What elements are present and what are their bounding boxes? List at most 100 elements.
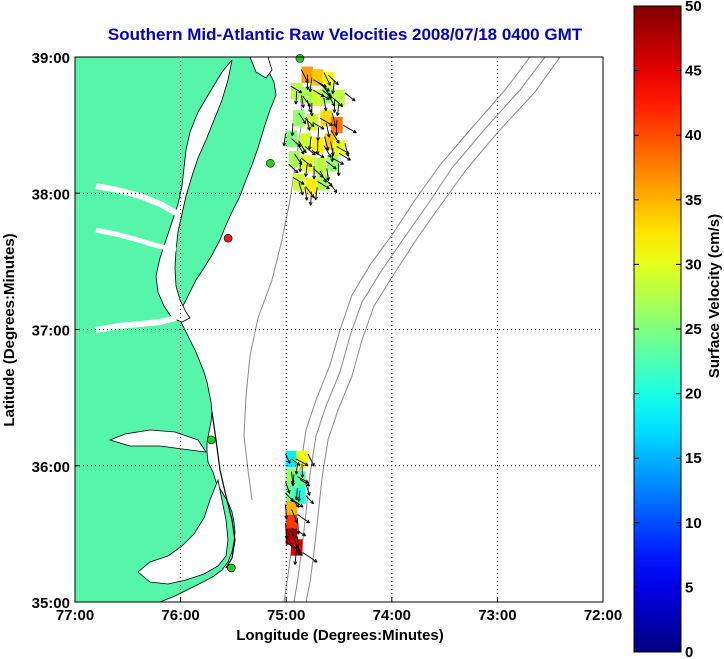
velocity-arrowhead	[299, 89, 303, 94]
velocity-arrowhead	[300, 151, 305, 155]
station-marker	[266, 158, 275, 168]
velocity-arrow	[310, 191, 312, 206]
velocity-arrow	[344, 92, 356, 102]
velocity-arrowhead	[308, 201, 311, 206]
velocity-arrow	[304, 117, 315, 128]
y-tick-label: 39:00	[32, 50, 70, 67]
velocity-arrow	[295, 463, 298, 475]
velocity-arrow	[291, 123, 294, 136]
velocity-arrowhead	[326, 134, 330, 138]
chart-title: Southern Mid-Atlantic Raw Velocities 200…	[108, 25, 583, 44]
velocity-arrow	[291, 531, 299, 549]
velocity-cell	[288, 151, 301, 168]
velocity-cell	[285, 514, 298, 532]
x-tick-label: 74:00	[373, 607, 411, 624]
velocity-arrowhead	[311, 112, 314, 117]
velocity-arrowhead	[282, 142, 285, 147]
velocity-arrowhead	[295, 100, 299, 105]
velocity-arrowhead	[334, 83, 339, 86]
station-marker	[295, 54, 305, 63]
barrier-islands	[211, 411, 236, 569]
velocity-arrow	[322, 84, 331, 97]
velocity-arrowhead	[298, 530, 301, 535]
velocity-arrowhead	[307, 519, 310, 524]
velocity-arrow	[305, 484, 311, 496]
velocity-arrow	[291, 509, 298, 524]
velocity-arrowhead	[302, 150, 307, 154]
velocity-arrowhead	[330, 122, 334, 126]
colorbar: 0 5 10 15 20 25 30 35 40 45 50 Surface Velocity (c…	[633, 0, 723, 659]
velocity-arrowhead	[297, 503, 300, 508]
velocity-arrow	[305, 163, 308, 177]
colorbar-tick-label: 30	[685, 256, 702, 273]
y-tick-label: 37:00	[32, 323, 70, 340]
velocity-arrowhead	[315, 196, 318, 201]
velocity-arrow	[344, 143, 349, 157]
river-potomac	[95, 183, 180, 217]
velocity-arrowhead	[326, 177, 329, 181]
velocity-arrowhead	[310, 125, 315, 128]
velocity-arrowhead	[286, 490, 290, 494]
velocity-arrowhead	[283, 142, 287, 147]
velocity-cell	[314, 157, 326, 175]
velocity-arrow	[291, 138, 302, 148]
velocity-arrowhead	[294, 496, 297, 501]
velocity-arrowhead	[303, 104, 305, 108]
velocity-arrow	[300, 95, 304, 108]
velocity-arrowhead	[299, 168, 303, 173]
velocity-arrowhead	[335, 189, 338, 193]
velocity-arrowhead	[306, 492, 311, 496]
velocity-arrowhead	[321, 125, 325, 130]
velocity-arrow	[291, 458, 301, 466]
y-tick-label: 38:00	[32, 186, 70, 203]
x-tick-label: 73:00	[478, 607, 516, 624]
velocity-arrowhead	[295, 505, 300, 508]
velocity-arrow	[304, 146, 316, 156]
velocity-arrowhead	[310, 202, 313, 206]
velocity-cell	[320, 110, 333, 127]
river-rappahannock	[95, 227, 177, 253]
velocity-arrowhead	[335, 112, 338, 116]
velocity-arrowhead	[336, 132, 339, 136]
velocity-arrow	[301, 157, 313, 167]
velocity-arrowhead	[317, 151, 320, 155]
velocity-cell	[296, 450, 308, 468]
velocity-arrowhead	[301, 181, 305, 185]
velocity-arrow	[323, 145, 332, 158]
velocity-arrowhead	[331, 90, 334, 94]
velocity-arrowhead	[296, 551, 300, 555]
colorbar-tick-label: 45	[685, 63, 702, 80]
colorbar-tick-label: 10	[685, 515, 702, 532]
velocity-arrow	[297, 517, 299, 535]
velocity-arrow	[313, 167, 324, 178]
velocity-arrowhead	[296, 530, 299, 535]
velocity-cell	[285, 130, 298, 147]
velocity-arrowhead	[308, 165, 313, 168]
velocity-arrowhead	[290, 132, 293, 136]
x-tick-label: 75:00	[267, 607, 305, 624]
velocity-arrow	[309, 136, 312, 150]
y-tick-label: 35:00	[32, 595, 70, 612]
velocity-arrowhead	[327, 96, 330, 100]
velocity-arrow	[305, 495, 314, 505]
velocity-arrowhead	[306, 479, 309, 483]
velocity-arrowhead	[298, 168, 301, 173]
velocity-arrowhead	[307, 482, 311, 486]
velocity-arrowhead	[294, 100, 297, 105]
velocity-arrowhead	[351, 99, 356, 102]
velocity-arrow	[325, 160, 337, 170]
colorbar-tick-label: 0	[685, 644, 693, 659]
velocity-arrow	[319, 170, 327, 183]
velocity-arrow	[338, 152, 351, 161]
velocity-arrow	[291, 497, 300, 508]
velocity-arrowhead	[345, 153, 349, 157]
velocity-arrowhead	[306, 521, 310, 524]
velocity-arrowhead	[284, 515, 287, 520]
velocity-arrow	[342, 124, 357, 134]
x-tick-label: 76:00	[161, 607, 199, 624]
colorbar-tick-label: 15	[685, 450, 702, 467]
velocity-arrowhead	[353, 97, 356, 102]
colorbar-tick-label: 50	[685, 0, 702, 15]
velocity-arrowhead	[332, 90, 336, 95]
velocity-arrow	[322, 89, 333, 99]
